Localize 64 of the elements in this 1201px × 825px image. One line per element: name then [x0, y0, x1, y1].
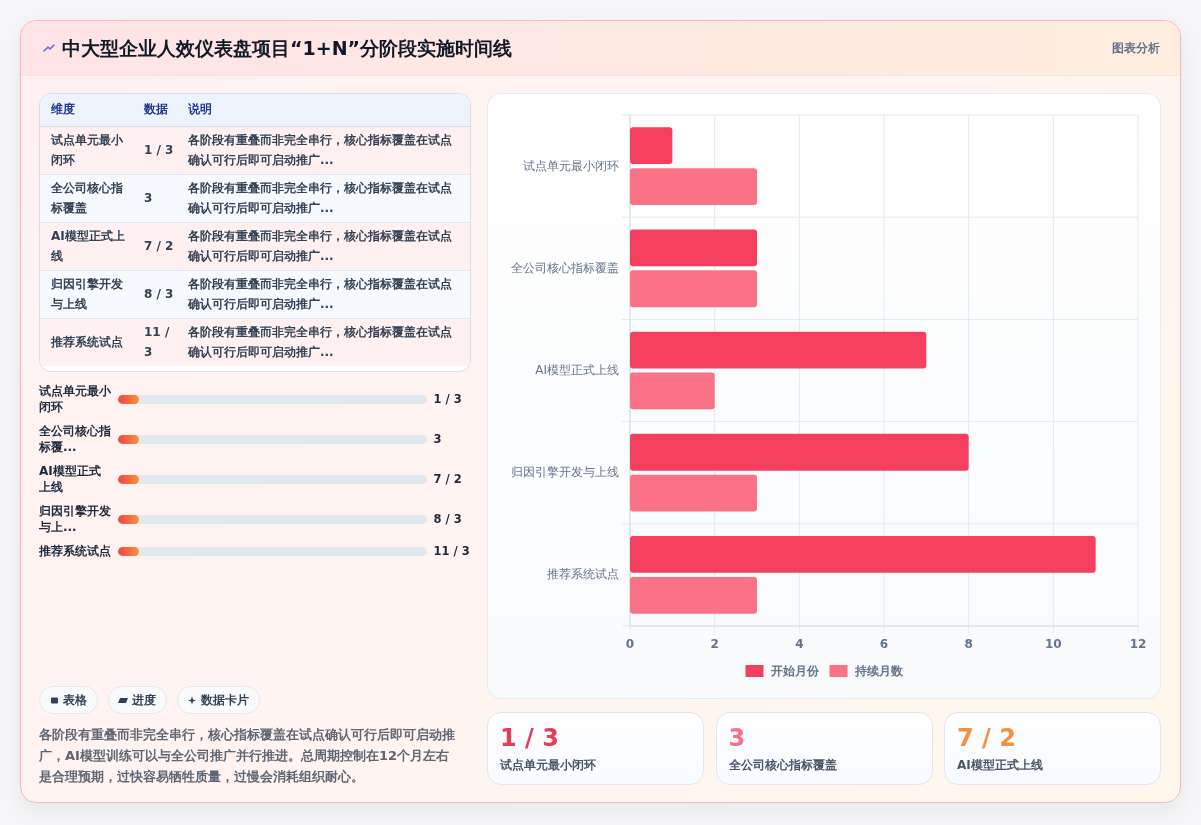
category-label: AI模型正式上线 [957, 757, 1043, 774]
text: 说明 [177, 94, 470, 126]
text: 进度 [132, 692, 156, 708]
category-label: 试点单元最小闭环 [500, 757, 596, 774]
y-tick-label: AI模型正式上线 [535, 363, 619, 377]
x-tick-label: 2 [710, 636, 719, 651]
category-label: AI模型正式上线 [40, 222, 133, 270]
text: 各阶段有重叠而非完全串行，核心指标覆盖在试点确认可行后即可启动推广... [186, 132, 453, 169]
text: 中大型企业人效仪表盘项目“1+N”分阶段实施时间线 [62, 36, 513, 61]
bar [630, 270, 757, 308]
text: 7 / 2 [957, 724, 1016, 752]
category-label: 全公司核心指标覆盖 [40, 174, 133, 222]
text: 维度 [40, 94, 133, 126]
text: 各阶段有重叠而非完全串行，核心指标覆盖在试点确认可行后即可启动推广，AI模型训练可以与全公司推广并行推进。总周期控制在12个月左右是合理预期，过快容易牺牲质量，过慢会消耗组织耐心。 [39, 726, 456, 786]
text: 数据卡片 [201, 692, 249, 708]
bar [630, 331, 927, 369]
x-tick-label: 6 [879, 636, 889, 651]
text: 各阶段有重叠而非完全串行，核心指标覆盖在试点确认可行后即可启动推广... [177, 270, 470, 318]
text: 1 / 3 [144, 143, 174, 157]
text: 3 [728, 724, 746, 752]
category-label: 试点单元最小闭环 [50, 132, 124, 169]
text: 1 / 3 [433, 392, 462, 406]
category-label: 归因引擎开发与上... [39, 503, 112, 535]
bar [630, 127, 673, 165]
text: 1 / 3 [500, 724, 559, 752]
category-label: 归因引擎开发与上线 [40, 270, 133, 318]
text: 7 / 2 [433, 472, 462, 486]
y-tick-label: 试点单元最小闭环 [523, 158, 619, 173]
text: 各阶段有重叠而非完全串行，核心指标覆盖在试点确认可行后即可启动推广... [177, 318, 470, 366]
category-label: AI模型正式上线 [39, 463, 102, 495]
bar [630, 536, 1096, 573]
bar [630, 168, 757, 205]
y-tick-label: 推荐系统试点 [547, 567, 619, 582]
category-label: 推荐系统试点 [40, 318, 133, 366]
legend-label: 持续月数 [853, 663, 904, 678]
x-tick-label: 12 [1129, 636, 1147, 651]
x-tick-label: 4 [795, 636, 804, 651]
text: 11 / 3 [433, 544, 470, 558]
x-tick-label: 8 [964, 636, 973, 651]
text: 8 / 3 [144, 287, 174, 301]
bar [630, 229, 757, 267]
text: 3 [144, 191, 153, 205]
text: 各阶段有重叠而非完全串行，核心指标覆盖在试点确认可行后即可启动推广... [177, 174, 470, 222]
text: 3 [433, 432, 442, 446]
bar [630, 433, 969, 471]
category-label: 试点单元最小闭环 [39, 383, 112, 415]
y-tick-label: 全公司核心指标覆盖 [511, 260, 619, 275]
text: 数据 [133, 94, 177, 126]
text: 7 / 2 [144, 239, 174, 253]
category-label: 全公司核心指标覆... [39, 423, 112, 455]
bar [630, 372, 715, 410]
x-tick-label: 0 [625, 636, 635, 651]
bar [630, 474, 757, 512]
legend-label: 开始月份 [769, 663, 820, 678]
category-label: 全公司核心指标覆盖 [728, 757, 837, 774]
text: 图表分析 [1112, 40, 1160, 57]
y-tick-label: 归因引擎开发与上线 [511, 465, 619, 480]
text: 8 / 3 [433, 512, 462, 526]
text: 表格 [63, 692, 87, 708]
x-tick-label: 10 [1044, 636, 1062, 651]
text: 11 / 3 [144, 325, 170, 360]
text: 各阶段有重叠而非完全串行，核心指标覆盖在试点确认可行后即可启动推广... [177, 222, 470, 270]
bar [630, 576, 757, 614]
category-label: 推荐系统试点 [39, 543, 112, 559]
